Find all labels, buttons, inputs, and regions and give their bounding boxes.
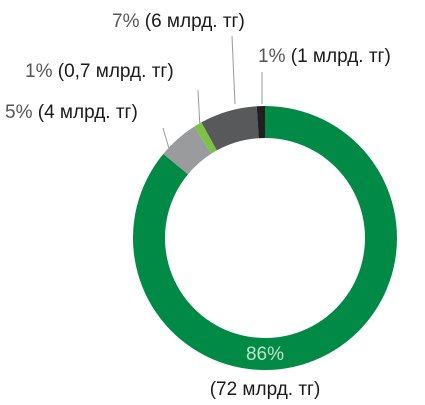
value-label: 7% <box>112 11 140 32</box>
amount-label: (1 млрд. тг) <box>291 46 391 67</box>
segment-label: 7% (6 млрд. тг) <box>112 11 245 32</box>
donut-segment <box>201 106 259 151</box>
segment-label: 5% (4 млрд. тг) <box>5 102 138 123</box>
leader-line <box>197 89 201 129</box>
donut-segment <box>194 122 217 154</box>
donut-segment <box>163 126 212 175</box>
segment-label: 1% (1 млрд. тг) <box>258 46 391 67</box>
donut-segment <box>256 106 265 139</box>
leader-line <box>231 35 236 105</box>
amount-label: (6 млрд. тг) <box>145 11 245 32</box>
amount-label: (0,7 млрд. тг) <box>58 61 174 82</box>
amount-label: (72 млрд. тг) <box>210 379 321 400</box>
value-label: 1% <box>258 46 286 67</box>
value-label: 86% <box>246 344 284 365</box>
value-label: 1% <box>25 61 53 82</box>
amount-label: (4 млрд. тг) <box>38 102 138 123</box>
value-label: 5% <box>5 102 33 123</box>
segment-label: 1% (0,7 млрд. тг) <box>25 61 174 82</box>
